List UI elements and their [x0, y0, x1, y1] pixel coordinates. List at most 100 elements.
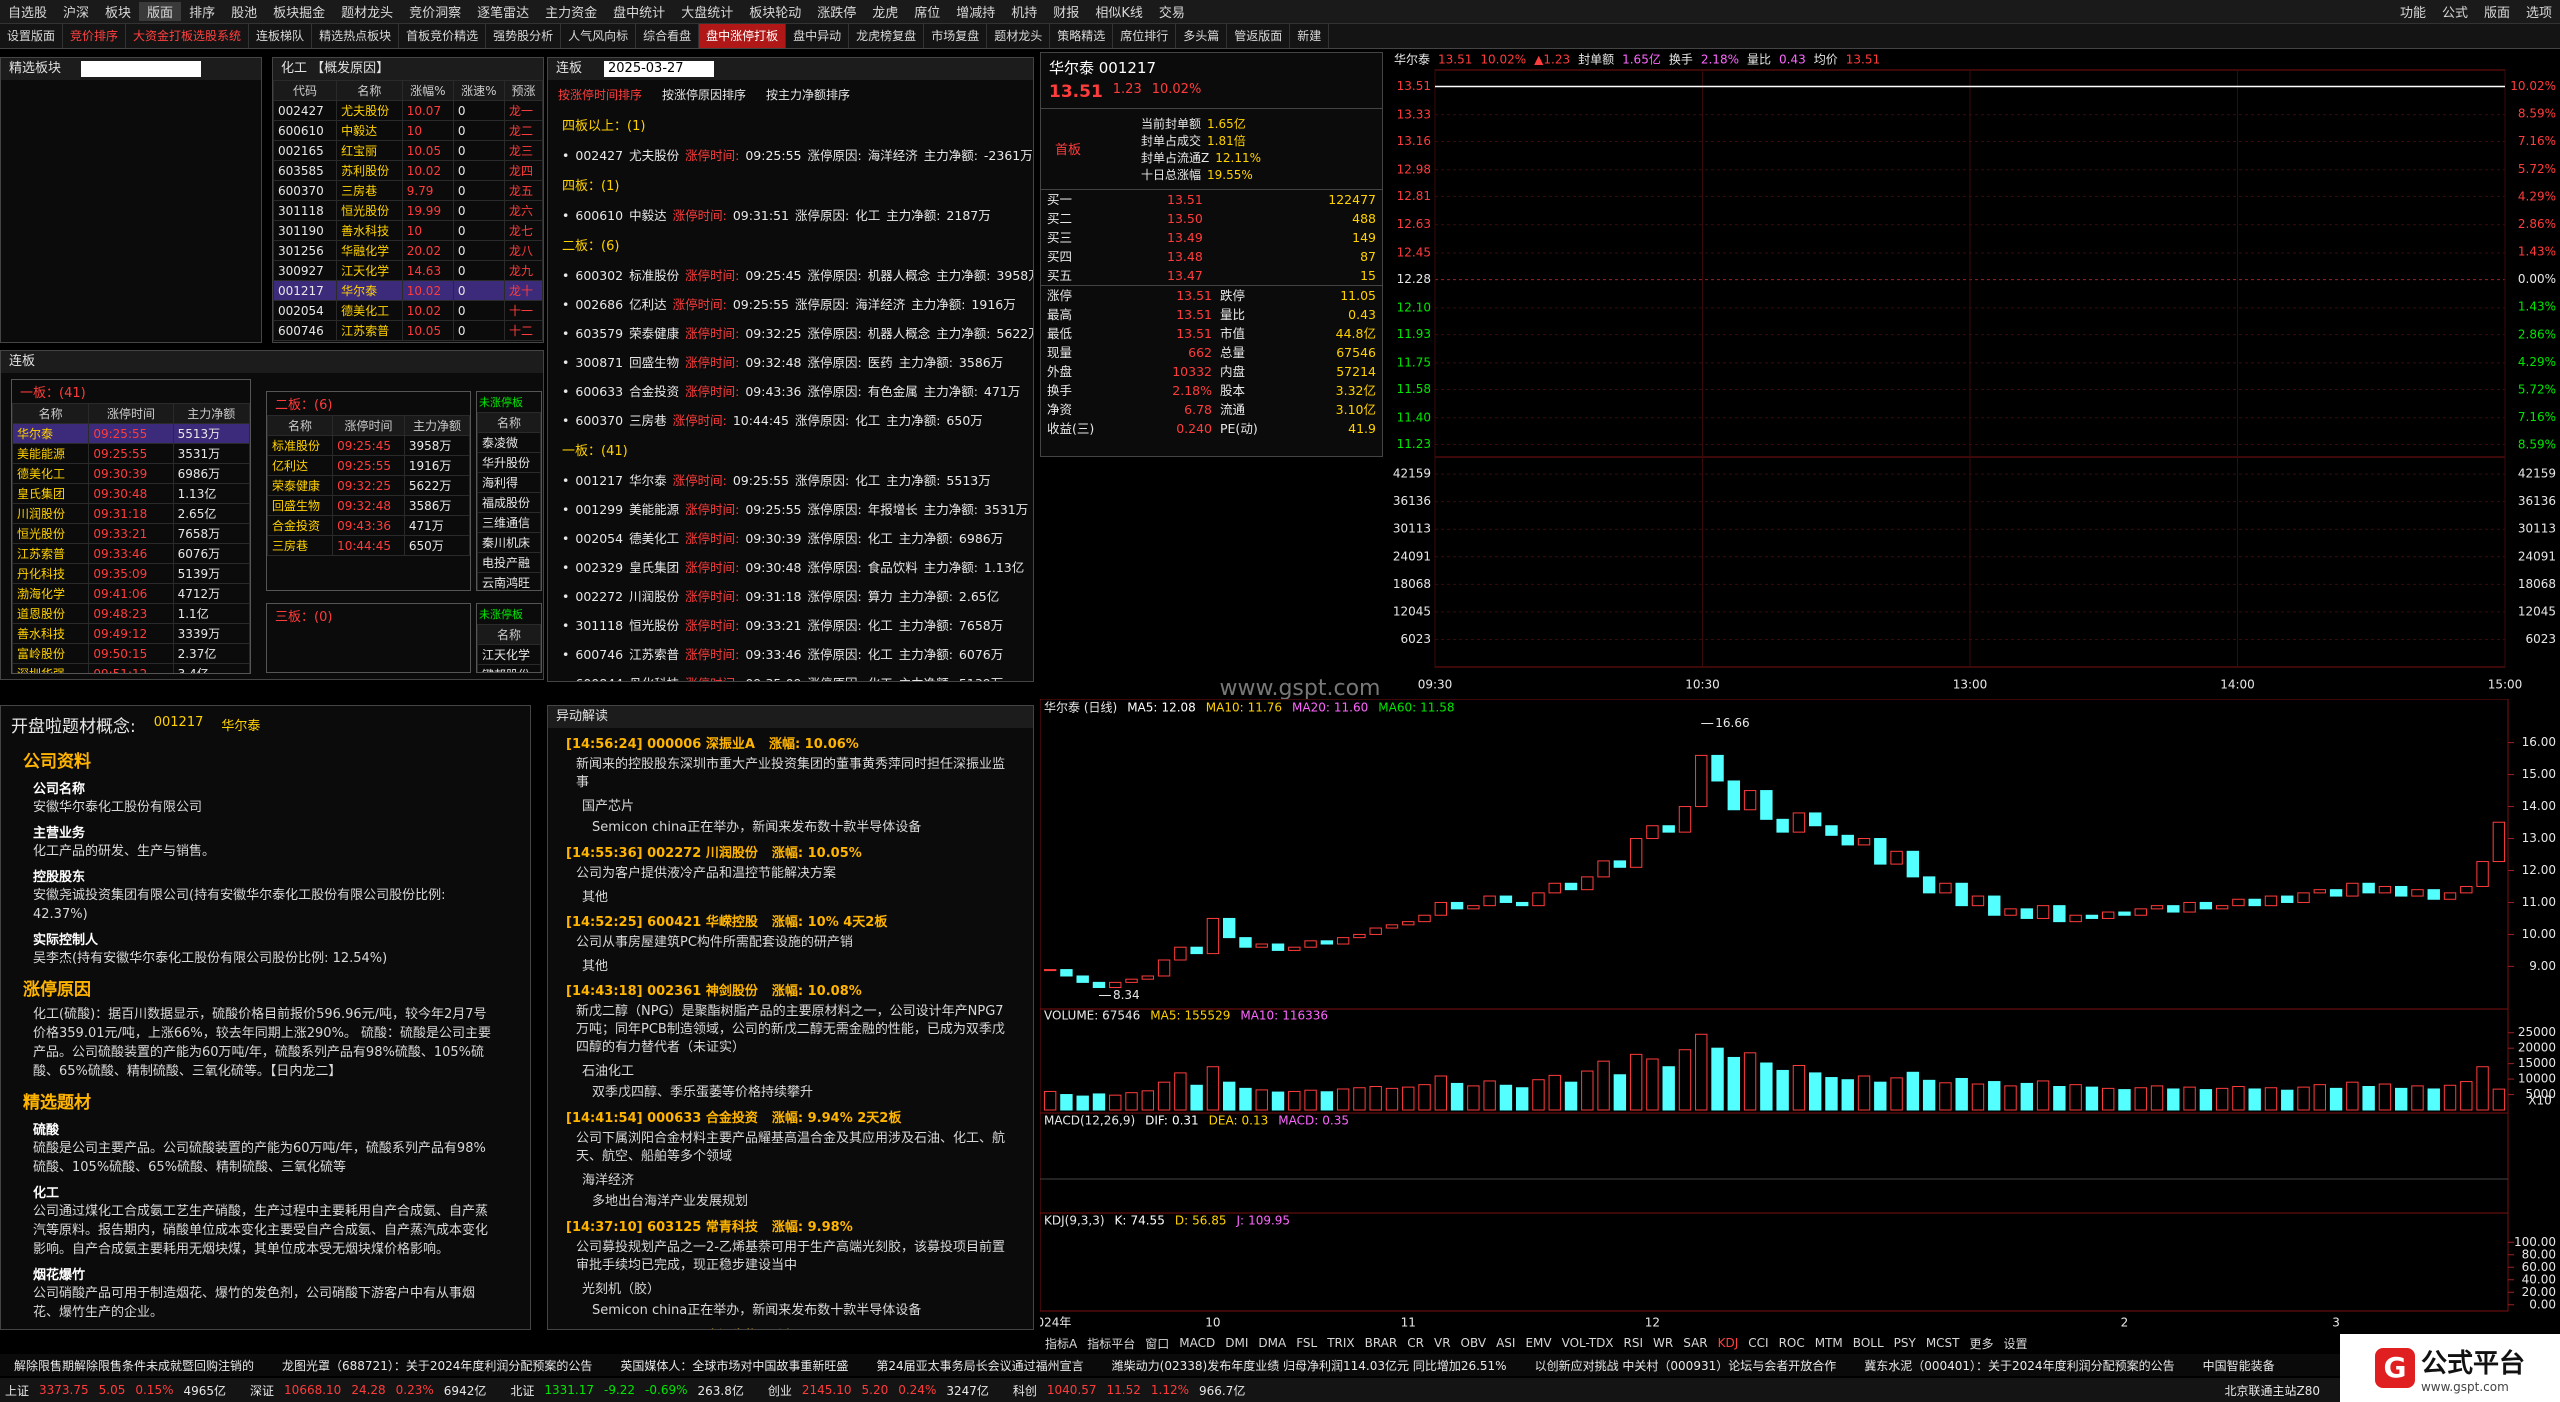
- menu-item[interactable]: 功能: [2399, 6, 2426, 21]
- table-row[interactable]: 标准股份 09:25:45 3958万: [267, 435, 470, 456]
- event-head[interactable]: [14:29:15] 002688 金河生物 涨幅: 10.06%: [548, 1320, 1033, 1329]
- menu-item[interactable]: 版面: [2483, 6, 2510, 21]
- tab[interactable]: 精选热点板块: [312, 24, 400, 48]
- news-item[interactable]: 英国媒体人：全球市场对中国故事重新旺盛: [620, 1358, 849, 1373]
- indicator-tab[interactable]: VR: [1433, 1336, 1451, 1350]
- indicator-tab[interactable]: EMV: [1525, 1336, 1552, 1350]
- tab[interactable]: 连板梯队: [249, 24, 313, 48]
- table-row[interactable]: 道恩股份 09:48:23 1.1亿: [12, 603, 250, 624]
- menu-item[interactable]: 龙虎: [872, 6, 899, 21]
- table-row[interactable]: 美能能源 09:25:55 3531万: [12, 443, 250, 464]
- table-row[interactable]: 600746 江苏索普 10.05 0 十二: [273, 320, 543, 341]
- tab[interactable]: 竞价排序: [63, 24, 127, 48]
- indicator-tab[interactable]: DMI: [1225, 1336, 1249, 1350]
- table-row[interactable]: 福成股份: [477, 492, 541, 513]
- menu-item[interactable]: 盘中统计: [613, 6, 666, 21]
- menu-item[interactable]: 竞价洞察: [409, 6, 462, 21]
- table-row[interactable]: 键邦股份: [477, 664, 541, 672]
- table-row[interactable]: 丹化科技 09:35:09 5139万: [12, 563, 250, 584]
- tab[interactable]: 设置版面: [0, 24, 64, 48]
- ladder-item[interactable]: • 600633 合金投资 涨停时间: 09:43:36 涨停原因: 有色金属 主力净额: 47…: [548, 376, 1033, 405]
- indicator-tab[interactable]: CCI: [1748, 1336, 1769, 1350]
- indicator-tab[interactable]: ROC: [1778, 1336, 1805, 1350]
- sort-button[interactable]: 按主力净额排序: [766, 88, 851, 102]
- table-row[interactable]: 合金投资 09:43:36 471万: [267, 515, 470, 536]
- table-row[interactable]: 荣泰健康 09:32:25 5622万: [267, 475, 470, 496]
- indicator-tab[interactable]: 指标平台: [1087, 1336, 1136, 1351]
- event-head[interactable]: [14:37:10] 603125 常青科技 涨幅: 9.98%: [548, 1211, 1033, 1237]
- indicator-tab[interactable]: CR: [1407, 1336, 1424, 1350]
- indicator-tab[interactable]: VOL-TDX: [1561, 1336, 1614, 1350]
- table-row[interactable]: 亿利达 09:25:55 1916万: [267, 455, 470, 476]
- news-item[interactable]: 冀东水泥（000401）：关于2024年度利润分配预案的公告: [1864, 1358, 2175, 1373]
- tab[interactable]: 综合看盘: [636, 24, 700, 48]
- table-row[interactable]: 301256 华融化学 20.02 0 龙八: [273, 240, 543, 261]
- indicator-tab[interactable]: MTM: [1814, 1336, 1843, 1350]
- ladder-item[interactable]: • 002054 德美化工 涨停时间: 09:30:39 涨停原因: 化工 主力净额: 6986…: [548, 523, 1033, 552]
- ladder-item[interactable]: • 600610 中毅达 涨停时间: 09:31:51 涨停原因: 化工 主力净额: 2187万: [548, 200, 1033, 229]
- menu-item[interactable]: 自选股: [8, 6, 48, 21]
- table-row[interactable]: 渤海化学 09:41:06 4712万: [12, 583, 250, 604]
- table-row[interactable]: 江天化学: [477, 644, 541, 665]
- table-row[interactable]: 三房巷 10:44:45 650万: [267, 535, 470, 556]
- menu-item[interactable]: 增减持: [956, 6, 996, 21]
- ladder-item[interactable]: • 002427 尤夫股份 涨停时间: 09:25:55 涨停原因: 海洋经济 主力净额: -2…: [548, 140, 1033, 169]
- table-row[interactable]: 002054 德美化工 10.02 0 十一: [273, 300, 543, 321]
- menu-item[interactable]: 机持: [1011, 6, 1038, 21]
- ladder-item[interactable]: • 002686 亿利达 涨停时间: 09:25:55 涨停原因: 海洋经济 主力净额: 191…: [548, 289, 1033, 318]
- indicator-tab[interactable]: FSL: [1296, 1336, 1318, 1350]
- table-row[interactable]: 皇氏集团 09:30:48 1.13亿: [12, 483, 250, 504]
- news-item[interactable]: 中国智能装备: [2202, 1358, 2275, 1373]
- menu-item[interactable]: 逐笔雷达: [477, 6, 530, 21]
- ladder-item[interactable]: • 600746 江苏索普 涨停时间: 09:33:46 涨停原因: 化工 主力净额: 6076…: [548, 639, 1033, 668]
- table-row[interactable]: 华升股份: [477, 452, 541, 473]
- event-head[interactable]: [14:56:24] 000006 深振业A 涨幅: 10.06%: [548, 728, 1033, 754]
- sort-button[interactable]: 按涨停原因排序: [662, 88, 747, 102]
- tab[interactable]: 强势股分析: [486, 24, 562, 48]
- indicator-tab[interactable]: DMA: [1258, 1336, 1287, 1350]
- tab[interactable]: 席位排行: [1113, 24, 1177, 48]
- event-head[interactable]: [14:41:54] 000633 合金投资 涨幅: 9.94% 2天2板: [548, 1102, 1033, 1128]
- ladder-item[interactable]: • 002329 皇氏集团 涨停时间: 09:30:48 涨停原因: 食品饮料 主力净额: 1.…: [548, 552, 1033, 581]
- indicator-tab[interactable]: ASI: [1496, 1336, 1516, 1350]
- tab[interactable]: 大资金打板选股系统: [126, 24, 250, 48]
- indicator-tab[interactable]: MACD: [1179, 1336, 1216, 1350]
- news-item[interactable]: 以创新应对挑战 中关村（000931）论坛与会者开放合作: [1534, 1358, 1837, 1373]
- input-box[interactable]: [81, 61, 202, 77]
- tab[interactable]: 市场复盘: [924, 24, 988, 48]
- indicator-tab[interactable]: OBV: [1460, 1336, 1487, 1350]
- table-row[interactable]: 善水科技 09:49:12 3339万: [12, 623, 250, 644]
- sort-button[interactable]: 按涨停时间排序: [558, 88, 643, 102]
- tab[interactable]: 人气风向标: [561, 24, 637, 48]
- ladder-item[interactable]: • 600302 标准股份 涨停时间: 09:25:45 涨停原因: 机器人概念 主力净额: 3…: [548, 260, 1033, 289]
- indicator-tab[interactable]: 窗口: [1145, 1336, 1170, 1351]
- menu-item[interactable]: 大盘统计: [681, 6, 734, 21]
- tab[interactable]: 龙虎榜复盘: [849, 24, 925, 48]
- event-head[interactable]: [14:43:18] 002361 神剑股份 涨幅: 10.08%: [548, 975, 1033, 1001]
- indicator-tab[interactable]: MCST: [1925, 1336, 1960, 1350]
- ladder-item[interactable]: • 001299 美能能源 涨停时间: 09:25:55 涨停原因: 年报增长 主力净额: 35…: [548, 494, 1033, 523]
- tab[interactable]: 多头篇: [1176, 24, 1228, 48]
- event-head[interactable]: [14:55:36] 002272 川润股份 涨幅: 10.05%: [548, 837, 1033, 863]
- ladder-item[interactable]: • 300871 回盛生物 涨停时间: 09:32:48 涨停原因: 医药 主力净额: 3586…: [548, 347, 1033, 376]
- news-item[interactable]: 潍柴动力(02338)发布年度业绩 归母净利润114.03亿元 同比增加26.5…: [1111, 1358, 1507, 1373]
- table-row[interactable]: 002427 尤夫股份 10.07 0 龙一: [273, 100, 543, 121]
- indicator-tab[interactable]: SAR: [1683, 1336, 1708, 1350]
- menu-item[interactable]: 相似K线: [1095, 6, 1143, 21]
- menu-item[interactable]: 选项: [2525, 6, 2552, 21]
- ladder-item[interactable]: • 600370 三房巷 涨停时间: 10:44:45 涨停原因: 化工 主力净额: 650万: [548, 405, 1033, 434]
- table-row[interactable]: 603585 苏利股份 10.02 0 龙四: [273, 160, 543, 181]
- indicator-tab[interactable]: KDJ: [1717, 1336, 1739, 1350]
- indicator-tab[interactable]: WR: [1653, 1336, 1674, 1350]
- table-row[interactable]: 秦川机床: [477, 532, 541, 553]
- menu-item[interactable]: 版面: [139, 2, 182, 21]
- ladder-item[interactable]: • 301118 恒光股份 涨停时间: 09:33:21 涨停原因: 化工 主力净额: 7658…: [548, 610, 1033, 639]
- ladder-item[interactable]: • 001217 华尔泰 涨停时间: 09:25:55 涨停原因: 化工 主力净额: 5513万: [548, 465, 1033, 494]
- table-row[interactable]: 电投产融: [477, 552, 541, 573]
- menu-item[interactable]: 交易: [1158, 6, 1185, 21]
- tab[interactable]: 首板竞价精选: [399, 24, 487, 48]
- news-item[interactable]: 解除限售期解除限售条件未成就暨回购注销的: [14, 1358, 255, 1373]
- menu-item[interactable]: 涨跌停: [817, 6, 857, 21]
- menu-item[interactable]: 题材龙头: [341, 6, 394, 21]
- indicator-tab[interactable]: BRAR: [1364, 1336, 1398, 1350]
